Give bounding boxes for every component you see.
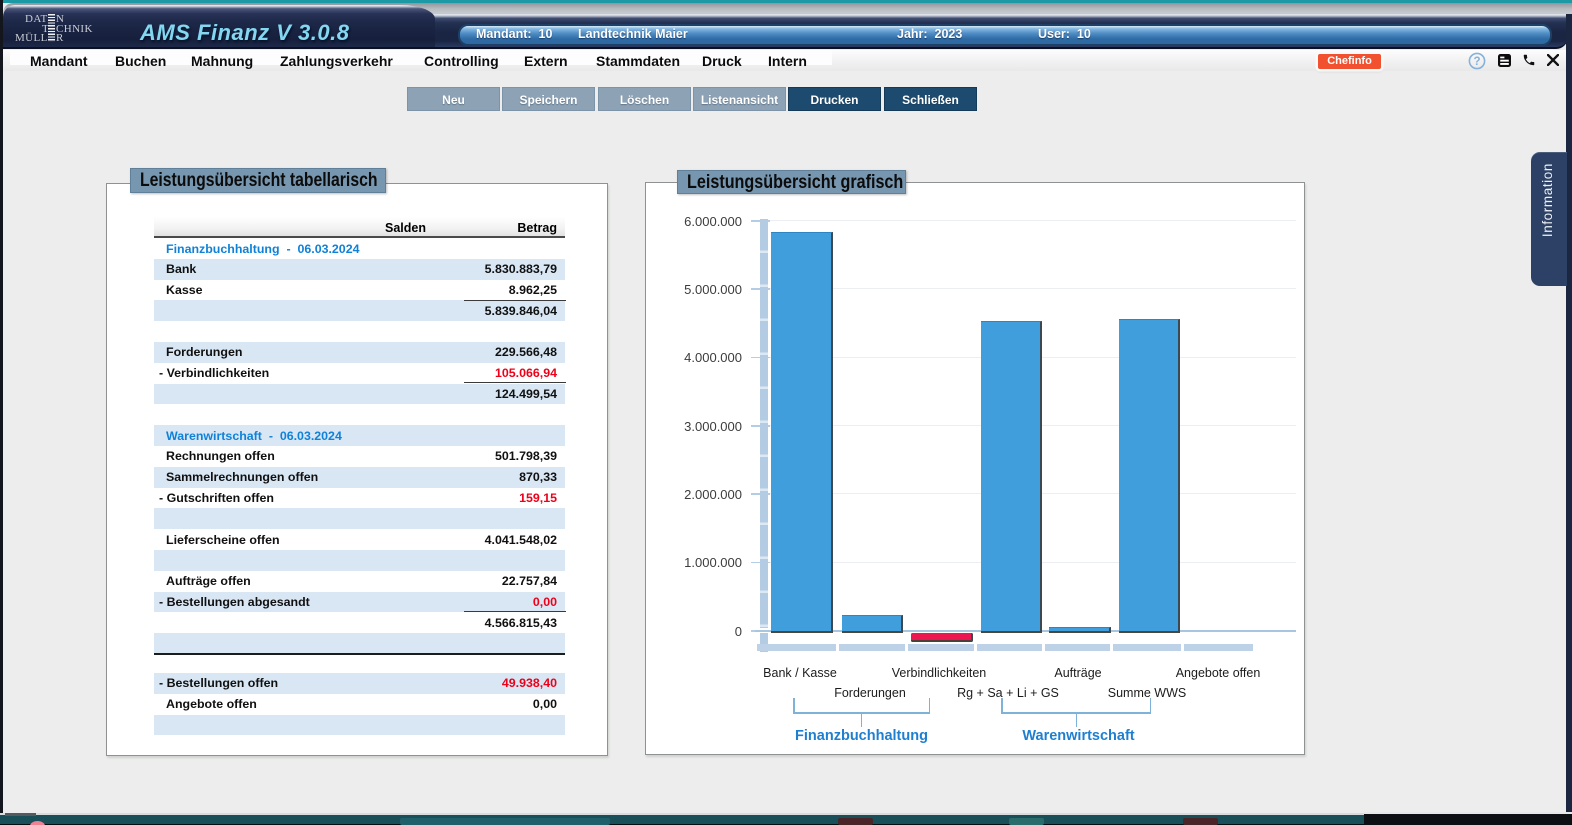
- svg-text:?: ?: [1473, 56, 1480, 68]
